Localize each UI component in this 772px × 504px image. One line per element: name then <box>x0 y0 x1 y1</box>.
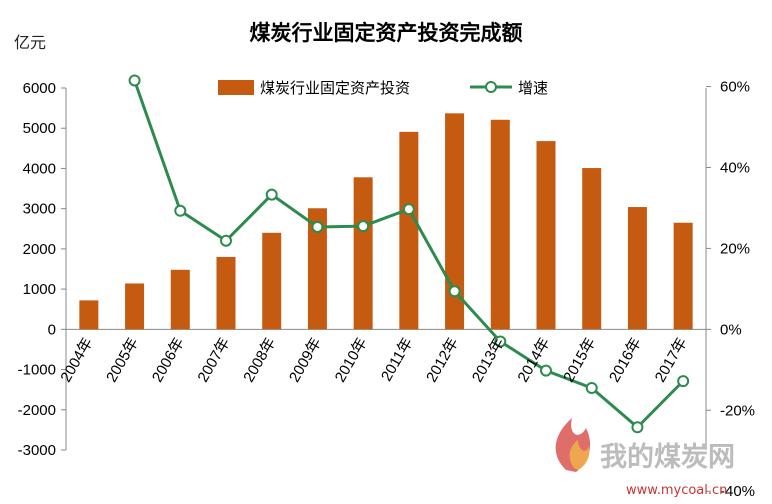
growth-point-2005年 <box>128 74 141 87</box>
bar-2008年 <box>262 232 282 330</box>
x-tick-label: 2010年 <box>332 335 371 385</box>
bar-2006年 <box>170 269 190 330</box>
right-tick-label: 0% <box>720 321 742 338</box>
bar-2013年 <box>490 119 510 330</box>
growth-point-2013年 <box>494 335 507 348</box>
right-tick-label: -20% <box>720 402 755 419</box>
left-tick-label: 4000 <box>23 160 56 177</box>
bar-series <box>79 113 693 330</box>
growth-point-2014年 <box>540 364 552 377</box>
bar-2014年 <box>536 141 556 330</box>
growth-point-2017年 <box>677 375 690 388</box>
line-series <box>128 74 690 434</box>
x-tick-label: 2011年 <box>378 335 416 384</box>
legend-line-label: 增速 <box>518 79 548 97</box>
left-tick-label: 0 <box>48 321 56 338</box>
growth-point-2012年 <box>448 285 461 298</box>
bar-2007年 <box>216 256 236 330</box>
watermark-url: www.mycoal.cn <box>626 483 727 498</box>
left-tick-label: -2000 <box>18 402 56 419</box>
flame-logo-icon <box>555 418 591 472</box>
legend: 煤炭行业固定资产投资 增速 <box>218 79 548 97</box>
chart-title: 煤炭行业固定资产投资完成额 <box>250 21 523 45</box>
legend-bar-label: 煤炭行业固定资产投资 <box>260 79 410 97</box>
x-tick-label: 2012年 <box>423 335 462 385</box>
left-axis-unit: 亿元 <box>14 33 46 52</box>
x-tick-label: 2009年 <box>286 335 325 385</box>
x-tick-label: 2014年 <box>515 335 554 385</box>
bar-2009年 <box>307 208 327 330</box>
x-tick-label: 2005年 <box>103 335 142 385</box>
left-tick-label: -3000 <box>18 442 56 459</box>
x-tick-label: 2013年 <box>469 335 508 385</box>
left-tick-label: -1000 <box>18 362 56 379</box>
bar-2004年 <box>79 300 99 330</box>
growth-point-2016年 <box>631 421 644 434</box>
growth-point-2007年 <box>220 234 232 247</box>
legend-line-marker <box>485 81 497 93</box>
watermark: 我的煤炭网 www.mycoal.cn <box>555 418 735 498</box>
right-tick-label: 20% <box>720 240 750 257</box>
bar-2016年 <box>627 207 647 330</box>
growth-point-2009年 <box>311 220 324 233</box>
left-tick-label: 1000 <box>23 281 56 298</box>
x-tick-label: 2015年 <box>560 335 599 385</box>
bar-2017年 <box>673 222 693 330</box>
x-tick-label: 2016年 <box>606 335 645 385</box>
left-tick-label: 3000 <box>23 201 56 218</box>
left-tick-label: 6000 <box>23 80 56 97</box>
right-tick-label: 60% <box>720 79 750 96</box>
bar-2011年 <box>399 131 419 330</box>
left-tick-label: 5000 <box>23 120 56 137</box>
growth-point-2015年 <box>585 382 598 395</box>
growth-point-2011年 <box>402 203 415 216</box>
right-tick-label: -40% <box>720 483 755 500</box>
x-tick-label: 2007年 <box>195 335 234 385</box>
bar-2015年 <box>582 168 602 330</box>
bar-2012年 <box>445 113 465 330</box>
bar-2010年 <box>353 177 373 330</box>
x-tick-label: 2004年 <box>57 335 96 385</box>
legend-bar-swatch <box>218 80 254 95</box>
left-tick-label: 2000 <box>23 241 56 258</box>
right-tick-label: 40% <box>720 159 750 176</box>
growth-point-2010年 <box>357 220 370 233</box>
watermark-brand: 我的煤炭网 <box>600 441 735 473</box>
x-tick-label: 2008年 <box>240 335 279 385</box>
bar-2005年 <box>125 283 145 330</box>
axes: -3000 -2000 -1000 0 1000 2000 3000 4000 5000 6000… <box>18 79 755 501</box>
x-axis-ticks: 2004年 2005年 2006年 2007年 2008年 2009年 2010年 2011年… <box>57 335 690 385</box>
x-tick-label: 2006年 <box>149 335 188 385</box>
growth-point-2008年 <box>265 188 278 201</box>
growth-point-2006年 <box>174 204 187 217</box>
